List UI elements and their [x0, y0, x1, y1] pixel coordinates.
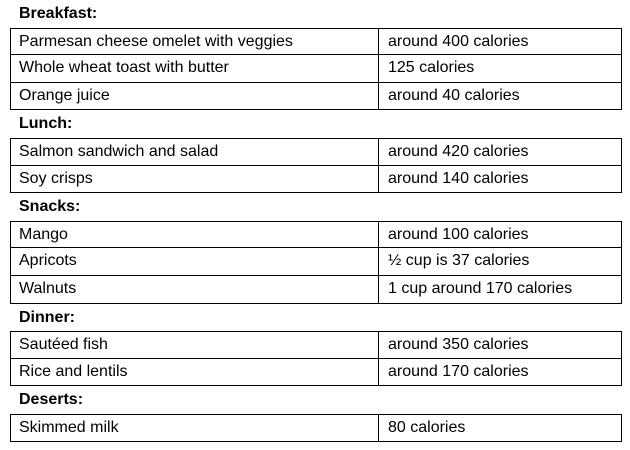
column-divider	[378, 275, 379, 304]
table-row: Walnuts 1 cup around 170 calories	[10, 275, 622, 304]
section-title: Lunch:	[19, 115, 73, 133]
food-item: Rice and lentils	[19, 362, 128, 380]
table-row: Parmesan cheese omelet with veggies aroun…	[10, 27, 622, 56]
food-item: Walnuts	[19, 280, 77, 297]
food-item: Soy crisps	[19, 169, 93, 187]
table-row: Apricots ½ cup is 37 calories	[10, 247, 622, 276]
calories: around 350 calories	[388, 336, 529, 354]
food-item: Apricots	[19, 252, 77, 270]
calories: around 100 calories	[388, 225, 529, 243]
column-divider	[378, 27, 379, 56]
table-row: Rice and lentils around 170 calories	[10, 357, 622, 387]
calories: around 170 calories	[388, 362, 529, 380]
food-item: Skimmed milk	[19, 419, 119, 436]
column-divider	[378, 331, 379, 359]
table-row: Salmon sandwich and salad around 420 calo…	[10, 138, 622, 166]
calories: around 400 calories	[388, 32, 529, 50]
column-divider	[378, 247, 379, 276]
calories: 80 calories	[388, 419, 466, 436]
table-row: Sautéed fish around 350 calories	[10, 331, 622, 359]
calories: around 140 calories	[388, 169, 529, 187]
table-row: Orange juice around 40 calories	[10, 81, 622, 111]
table-row: Mango around 100 calories	[10, 220, 622, 249]
column-divider	[378, 138, 379, 166]
section-title: Dinner:	[19, 308, 75, 326]
column-divider	[378, 54, 379, 83]
calories: around 420 calories	[388, 143, 529, 160]
table-row: Whole wheat toast with butter 125 calorie…	[10, 54, 622, 83]
column-divider	[378, 414, 379, 442]
column-divider	[378, 220, 379, 249]
calories: 1 cup around 170 calories	[388, 280, 573, 297]
column-divider	[378, 357, 379, 387]
food-item: Sautéed fish	[19, 336, 108, 354]
calories: around 40 calories	[388, 86, 520, 104]
column-divider	[378, 164, 379, 194]
table-row: Skimmed milk 80 calories	[10, 414, 622, 442]
food-item: Whole wheat toast with butter	[19, 59, 229, 77]
column-divider	[378, 81, 379, 111]
food-item: Salmon sandwich and salad	[19, 143, 219, 160]
section-title: Deserts:	[19, 391, 84, 409]
calories: 125 calories	[388, 59, 475, 77]
food-item: Parmesan cheese omelet with veggies	[19, 32, 293, 50]
calories: ½ cup is 37 calories	[388, 252, 530, 270]
section-title: Breakfast:	[19, 5, 98, 22]
food-item: Orange juice	[19, 86, 110, 104]
section-title: Snacks:	[19, 198, 81, 216]
food-item: Mango	[19, 225, 68, 243]
table-row: Soy crisps around 140 calories	[10, 164, 622, 194]
